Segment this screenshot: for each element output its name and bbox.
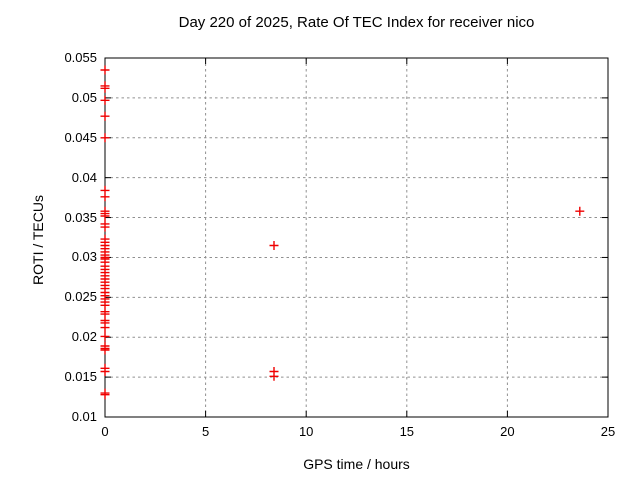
x-tick-label: 10 bbox=[298, 424, 314, 439]
y-tick-label: 0.055 bbox=[64, 50, 97, 65]
x-tick-label: 5 bbox=[201, 424, 210, 439]
plot-frame bbox=[104, 57, 609, 418]
y-tick-label: 0.04 bbox=[71, 169, 97, 185]
y-tick-label: 0.05 bbox=[71, 89, 97, 105]
x-tick-label: 25 bbox=[600, 424, 616, 439]
x-tick-label: 15 bbox=[399, 424, 415, 439]
y-tick-label: 0.045 bbox=[64, 129, 97, 145]
y-tick-label: 0.03 bbox=[71, 249, 97, 265]
y-tick-label: 0.01 bbox=[71, 409, 97, 424]
y-tick-label: 0.035 bbox=[64, 209, 97, 225]
x-tick-label: 0 bbox=[101, 424, 109, 439]
chart-title: Day 220 of 2025, Rate Of TEC Index for r… bbox=[178, 14, 535, 31]
x-axis-label: GPS time / hours bbox=[303, 456, 410, 472]
y-tick-label: 0.02 bbox=[71, 329, 97, 345]
y-tick-label: 0.025 bbox=[64, 289, 97, 305]
x-tick-label: 20 bbox=[500, 424, 515, 439]
y-tick-label: 0.015 bbox=[64, 369, 97, 385]
data-points bbox=[100, 65, 585, 400]
